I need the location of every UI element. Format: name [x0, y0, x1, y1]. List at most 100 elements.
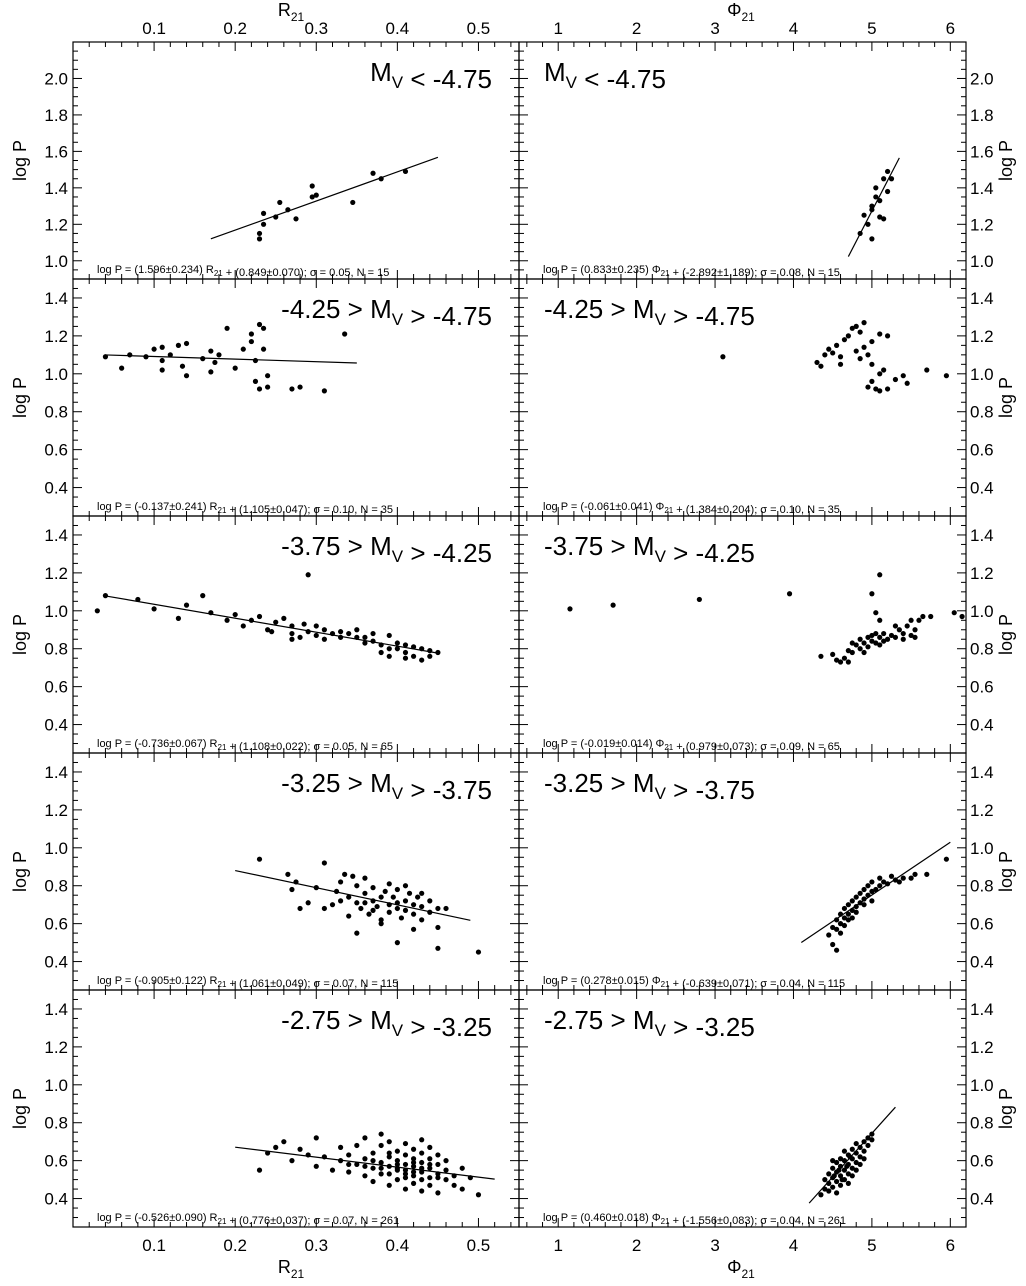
data-point [845, 333, 851, 339]
y-ticks [73, 50, 966, 271]
data-point [869, 898, 875, 904]
y-tick-label-right: 1.4 [970, 289, 994, 308]
data-point [402, 1186, 409, 1192]
left-points [94, 572, 441, 663]
data-point [881, 176, 887, 182]
x-ticks [88, 42, 951, 279]
left-points [256, 856, 482, 955]
data-point [853, 642, 859, 648]
y-tick-label-right: 1.4 [970, 179, 994, 198]
data-point [293, 879, 299, 885]
data-point [329, 902, 336, 908]
data-point [256, 236, 263, 242]
data-point [265, 1150, 271, 1156]
data-point [265, 373, 271, 379]
data-point [822, 352, 828, 358]
right-fit-line [808, 1106, 896, 1204]
x-tick-label-bottom: 4 [789, 1236, 798, 1255]
data-point [402, 168, 409, 175]
data-point [837, 1182, 844, 1188]
data-point [877, 642, 883, 648]
data-point [435, 1161, 441, 1168]
y-tick-label-right: 1.6 [970, 142, 994, 161]
data-point [354, 634, 360, 640]
data-point [853, 903, 859, 910]
data-point [370, 1178, 376, 1185]
data-point [338, 879, 344, 885]
data-point [865, 221, 871, 227]
data-point [346, 894, 352, 900]
data-point [943, 373, 949, 379]
right-points [567, 572, 965, 665]
data-point [394, 1148, 400, 1154]
left-points [256, 1131, 482, 1198]
data-point [256, 1167, 263, 1173]
y-axis-label-right: log P [996, 140, 1016, 181]
data-point [362, 890, 368, 896]
left-fit-line [210, 156, 439, 240]
x-tick-label-top: 4 [789, 19, 798, 38]
data-point [102, 593, 109, 599]
y-tick-label: 0.8 [44, 640, 68, 659]
panel-2: 0.4 0.4 0.6 0.6 0.8 0.8 1.0 1.0 1.2 1.2 1.4 1.4 log … [10, 278, 1016, 517]
y-tick-label-right: 0.8 [970, 1114, 994, 1133]
data-point [892, 623, 899, 629]
data-point [834, 657, 840, 663]
data-point [892, 877, 899, 883]
data-point [419, 917, 425, 923]
data-point [834, 1159, 840, 1166]
data-point [853, 909, 859, 915]
data-point [346, 1169, 352, 1175]
x-tick-label-top: 6 [946, 19, 955, 38]
data-point [834, 917, 840, 923]
data-point [849, 640, 855, 646]
x-axis-label-top-right: Φ21 [727, 0, 755, 24]
data-point [877, 198, 883, 204]
data-point [834, 1190, 840, 1196]
data-point [419, 1150, 425, 1156]
x-tick-label-top: 0.4 [386, 19, 410, 38]
y-tick-label-right: 1.0 [970, 365, 994, 384]
data-point [443, 1177, 449, 1183]
data-point [826, 1180, 832, 1186]
data-point [386, 1139, 392, 1145]
data-point [822, 1177, 828, 1183]
data-point [853, 1159, 859, 1166]
data-point [354, 1142, 360, 1149]
data-point [877, 214, 883, 220]
data-point [869, 879, 875, 885]
data-point [329, 630, 336, 637]
data-point [248, 331, 254, 337]
data-point [841, 915, 848, 921]
data-point [845, 659, 851, 665]
x-tick-label-top: 3 [710, 19, 719, 38]
data-point [293, 216, 299, 222]
data-point [912, 627, 918, 633]
data-point [309, 183, 315, 189]
data-point [386, 632, 392, 639]
data-point [841, 1167, 848, 1173]
data-point [836, 1167, 842, 1173]
data-point [143, 354, 149, 360]
y-axis-label: log P [10, 1088, 30, 1129]
data-point [849, 325, 855, 331]
data-point [435, 1190, 441, 1196]
bin-label-right: -4.25 > MV > -4.75 [544, 294, 755, 331]
data-point [869, 1131, 875, 1137]
data-point [378, 1159, 384, 1166]
y-tick-label: 0.4 [44, 953, 68, 972]
data-point [338, 629, 344, 635]
data-point [830, 941, 836, 948]
data-point [896, 627, 902, 633]
data-point [313, 1163, 319, 1169]
data-point [419, 1159, 425, 1166]
y-tick-label: 1.2 [44, 564, 68, 583]
data-point [309, 194, 315, 200]
data-point [841, 922, 848, 929]
data-point [386, 1154, 392, 1160]
data-point [366, 911, 372, 917]
data-point [410, 911, 417, 917]
y-tick-label: 0.8 [44, 403, 68, 422]
y-axis-label: log P [10, 377, 30, 418]
